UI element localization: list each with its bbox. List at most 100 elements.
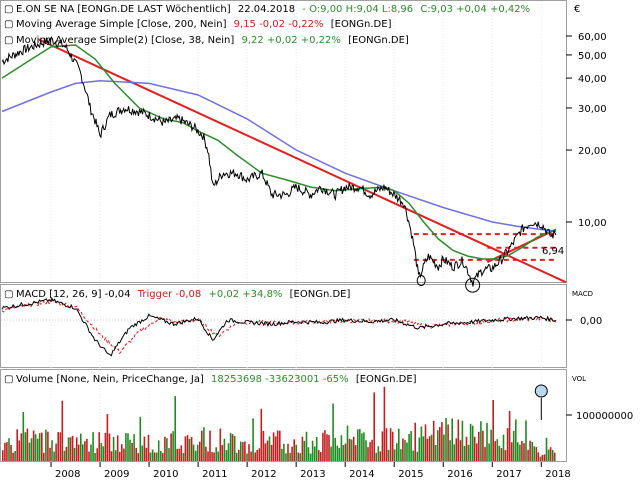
volume-bar [455,438,458,461]
volume-bar [517,442,519,461]
x-tick-label: 2009 [104,469,129,480]
volume-bar [180,445,183,461]
volume-bar [512,430,515,461]
volume-bar [24,432,27,461]
price-line [1,36,557,287]
price-ytick-label: 10,00 [578,218,607,229]
volume-bar [379,451,382,461]
volume-bar [190,436,193,461]
volume-bar [439,427,441,461]
svg-text:Volume [None, Nein, PriceChang: Volume [None, Nein, PriceChange, Ja] 182… [16,374,417,385]
volume-bar [416,451,419,461]
collapse-icon[interactable]: ▢ [4,4,13,15]
volume-bar [437,430,439,461]
volume-bar [502,434,505,461]
price-close-label: C:9,03 +0,04 +0,42% [420,4,530,15]
volume-bar [135,447,137,461]
price-ytick-label: 20,00 [578,146,607,157]
volume-bar [500,448,503,461]
low-marker [416,275,426,287]
volume-bar [537,452,540,461]
svg-text:MACD [12, 26, 9] -0,04 Tri: MACD [12, 26, 9] -0,04 Trigger -0,08 +0,… [16,289,350,300]
volume-bar [119,451,121,461]
volume-bar [102,446,105,461]
volume-bar [326,434,328,461]
volume-bar [160,450,162,461]
volume-bar [340,435,343,461]
svg-text:Moving Average Simple [Close,: Moving Average Simple [Close, 200, Nein]… [16,19,392,30]
volume-bar [535,447,538,461]
volume-bar [529,440,531,461]
volume-bar [367,447,369,461]
volume-bar [168,448,170,461]
price-panel-frame [0,0,567,283]
volume-bar [12,452,14,461]
volume-bar [258,448,261,461]
volume-bar [441,422,443,461]
volume-bar [523,443,525,461]
volume-bar [465,436,468,461]
volume-bar [47,431,49,461]
volume-ytick-0: 100000000 [576,411,633,422]
volume-bar [484,446,486,461]
volume-bar [545,437,548,461]
volume-bar [527,449,529,461]
volume-bar [108,433,111,461]
volume-bar [363,432,365,461]
volume-bar [506,428,509,461]
volume-bar [322,432,324,461]
volume-bar [110,451,113,461]
volume-bar [250,451,252,461]
volume-bar [59,432,62,461]
volume-bar [365,440,367,461]
volume-bar [476,443,478,461]
volume-bar [34,434,37,461]
volume-bar [96,448,98,461]
ma200-line [1,79,557,232]
macd-line [1,297,557,357]
volume-bar [92,432,94,461]
volume-bar [262,431,265,461]
macd-collapse-icon[interactable]: ▢ [4,289,13,300]
volume-bar [471,425,474,461]
volume-bar [51,440,53,461]
volume-bar [547,449,550,461]
volume-bar [346,425,349,461]
volume-bar [447,424,449,461]
volume-bar [145,447,148,461]
volume-bar [41,432,43,461]
volume-bar [422,436,425,461]
price-annotation-label: 6,94 [542,246,564,257]
volume-bar [531,442,533,461]
volume-bar [153,452,156,461]
volume-bar [504,450,507,461]
volume-bar [14,451,16,461]
volume-bar [371,439,373,461]
volume-bar [231,434,234,461]
uptrend-line [486,228,557,263]
volume-bar [463,446,466,461]
volume-bar [318,450,320,461]
volume-bar [141,445,144,461]
volume-bar [196,444,199,461]
volume-bar [242,442,244,461]
x-tick-label: 2012 [251,469,276,480]
ma200-ticker: [EONGn.DE] [331,19,392,30]
volume-collapse-icon[interactable]: ▢ [4,374,13,385]
volume-bar [488,443,490,461]
volume-bar [207,451,209,461]
volume-bar [201,430,203,461]
ma200-collapse-icon[interactable]: ▢ [4,19,13,30]
volume-bar [49,447,51,461]
volume-bar [301,436,304,461]
volume-bar [98,432,100,461]
volume-bar [209,430,211,461]
ma38-collapse-icon[interactable]: ▢ [4,35,13,46]
macd-panel-frame [0,284,567,368]
x-tick-label: 2010 [153,469,178,480]
volume-bar [525,420,527,461]
volume-bar [123,448,125,461]
volume-bar [186,435,189,461]
volume-bar [387,449,390,461]
